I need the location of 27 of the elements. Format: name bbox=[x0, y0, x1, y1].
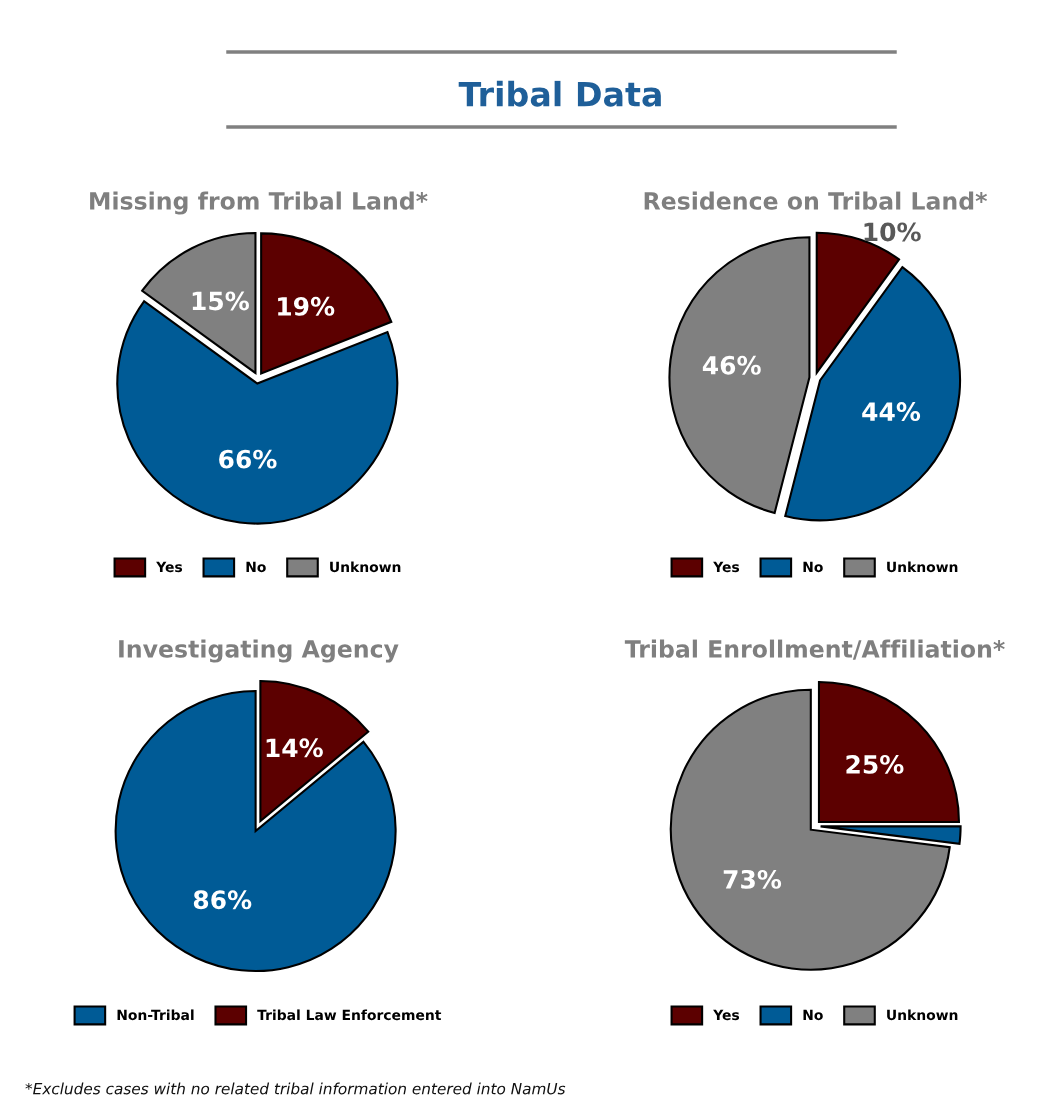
legend-label: Yes bbox=[156, 561, 183, 573]
legend-label: No bbox=[803, 561, 823, 573]
legend-label: Non-Tribal bbox=[117, 1009, 194, 1021]
data-label: 19% bbox=[278, 296, 335, 316]
data-label: 73% bbox=[723, 869, 782, 889]
legend-label: Yes bbox=[713, 1009, 740, 1021]
data-label: 10% bbox=[864, 222, 921, 242]
data-label: 14% bbox=[266, 738, 323, 758]
chart-title: Tribal Enrollment/Affiliation* bbox=[624, 639, 1005, 660]
legend-label: No bbox=[246, 561, 266, 573]
legend-label: Yes bbox=[713, 561, 740, 573]
chart-title: Investigating Agency bbox=[119, 639, 399, 663]
data-label: 15% bbox=[192, 291, 249, 311]
legend-label: Unknown bbox=[887, 1009, 958, 1021]
data-label: 86% bbox=[193, 890, 252, 910]
data-label: 66% bbox=[219, 449, 277, 469]
data-label: 46% bbox=[702, 355, 761, 375]
data-label: 25% bbox=[846, 754, 904, 774]
legend-label: Unknown bbox=[887, 561, 958, 573]
data-label: 44% bbox=[862, 402, 921, 422]
chart-title: Residence on Tribal Land* bbox=[644, 191, 988, 210]
text: Tribal Data bbox=[458, 80, 661, 107]
legend-label: Unknown bbox=[330, 561, 401, 573]
chart-title: Missing from Tribal Land* bbox=[90, 191, 428, 215]
text: *Excludes cases with no related tribal information entered into NamUs bbox=[25, 1082, 566, 1095]
legend-label: No bbox=[803, 1009, 823, 1021]
legend-label: Tribal Law Enforcement bbox=[257, 1009, 442, 1021]
